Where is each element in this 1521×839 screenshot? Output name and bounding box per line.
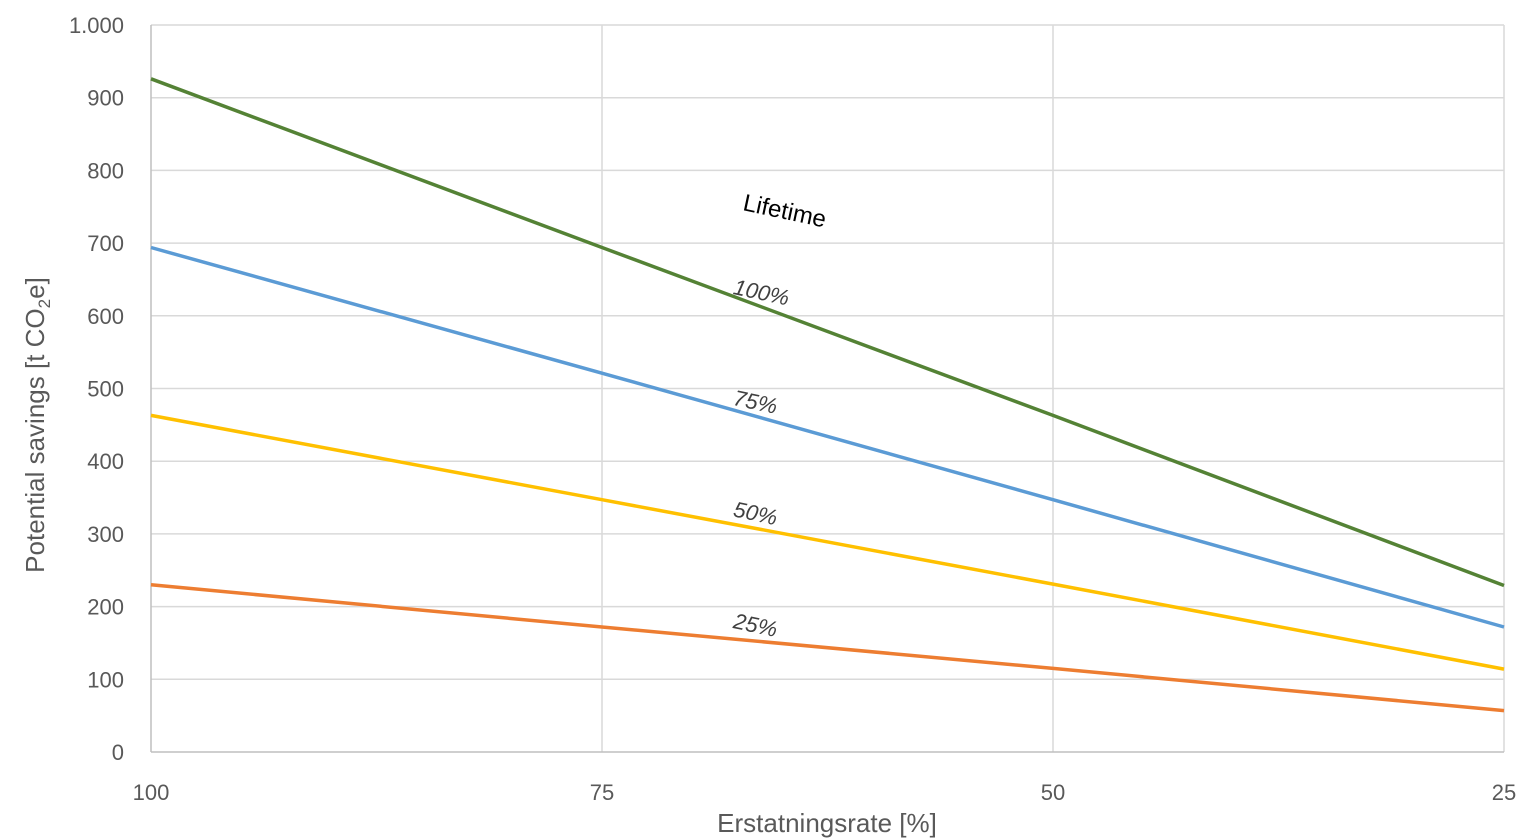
axes xyxy=(150,25,1504,753)
lifetime-annotation: Lifetime xyxy=(741,189,829,233)
y-tick-label: 300 xyxy=(87,522,124,547)
y-tick-label: 200 xyxy=(87,595,124,620)
series-label-75pct: 75% xyxy=(731,385,779,419)
y-tick-label: 0 xyxy=(112,740,124,765)
series-line-100pct xyxy=(150,77,1505,588)
x-tick-label: 25 xyxy=(1492,780,1516,805)
y-axis-title-suffix: e] xyxy=(20,277,50,299)
x-tick-label: 75 xyxy=(590,780,614,805)
y-tick-label: 600 xyxy=(87,304,124,329)
y-axis-title-subscript: 2 xyxy=(35,299,54,308)
y-tick-label: 400 xyxy=(87,449,124,474)
x-tick-label: 50 xyxy=(1041,780,1065,805)
series-line-25pct xyxy=(150,583,1505,713)
tick-labels: 0 100 200 300 400 500 600 700 800 900 1.000 100 75 50… xyxy=(69,13,1516,805)
y-tick-label: 500 xyxy=(87,377,124,402)
x-tick-label: 100 xyxy=(133,780,170,805)
y-tick-label: 700 xyxy=(87,231,124,256)
series-label-100pct: 100% xyxy=(731,274,791,310)
y-axis-title: Potential savings [t CO2e] xyxy=(20,277,54,573)
series-line-50pct xyxy=(150,413,1505,671)
y-axis-title-main: Potential savings [t CO xyxy=(20,308,50,572)
y-tick-label: 1.000 xyxy=(69,13,124,38)
grid-lines xyxy=(151,24,1505,752)
y-tick-label: 100 xyxy=(87,667,124,692)
series-line-75pct xyxy=(150,245,1505,629)
x-axis-title: Erstatningsrate [%] xyxy=(717,808,937,838)
series-annotations: Lifetime 100%75%50%25% xyxy=(730,189,828,641)
y-tick-label: 800 xyxy=(87,158,124,183)
series-lines xyxy=(150,77,1505,713)
y-tick-label: 900 xyxy=(87,86,124,111)
series-label-25pct: 25% xyxy=(730,608,779,642)
